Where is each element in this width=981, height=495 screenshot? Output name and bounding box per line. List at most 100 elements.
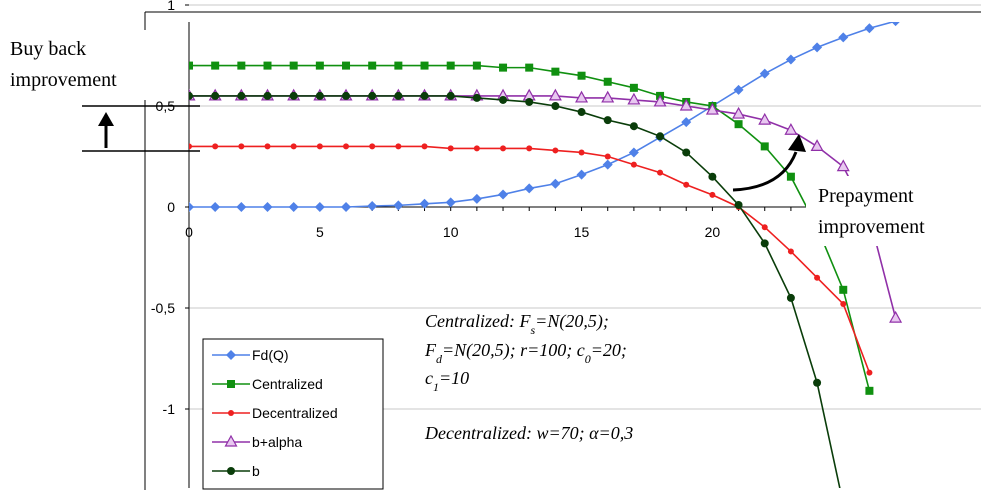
data-point [838,32,849,43]
data-point [760,239,769,248]
data-point [889,310,903,323]
data-point [368,91,377,100]
data-point [733,84,744,95]
data-point [211,61,220,70]
data-point [682,148,691,157]
data-point [263,61,272,70]
data-point [262,202,273,212]
data-point [212,143,219,150]
note-line-2: Fd=N(20,5); r=100; c0=20; [424,340,627,366]
data-point [758,112,772,125]
data-point [761,224,768,231]
note-line-4: Decentralized: w=70; α=0,3 [424,423,633,443]
data-point [577,108,586,117]
prepayment-label-bg [806,176,981,246]
y-tick-label: 1 [167,0,175,13]
data-point [189,91,193,100]
data-point [189,143,192,150]
x-tick-label: 15 [574,224,590,240]
data-point [785,54,796,65]
data-point [238,143,245,150]
data-point [866,369,873,376]
x-tick-label: 0 [185,224,193,240]
data-point [601,90,615,103]
legend-item-centralized: Centralized [212,376,323,392]
data-point [708,172,717,181]
data-point [500,145,507,152]
data-point [289,91,298,100]
data-point [656,132,665,141]
legend-item-fd-q-: Fd(Q) [212,347,289,363]
data-point [759,68,770,79]
data-point [810,139,824,151]
legend-swatch-marker [227,467,235,475]
data-point [550,178,561,189]
data-point [865,386,874,395]
legend-item-b-alpha: b+alpha [212,434,302,450]
data-point [189,202,194,212]
data-point [471,193,482,204]
prepayment-label-line2: improvement [818,216,925,238]
data-point [630,161,637,168]
parameter-note: Centralized: Fs=N(20,5); Fd=N(20,5); r=1… [424,311,633,443]
data-point [578,149,585,156]
data-point [445,197,456,208]
legend-label: b [252,463,260,479]
data-point [629,122,638,131]
buyback-label-bg [0,30,182,100]
data-point [576,169,587,180]
buyback-label-line2: improvement [10,69,117,91]
y-tick-label: 0 [167,199,175,215]
x-tick-label: 10 [443,224,459,240]
x-tick-label: 5 [316,224,324,240]
data-point [288,202,299,212]
data-point [394,91,403,100]
data-point [653,94,667,107]
data-point [290,143,297,150]
x-tick-labels: 0 5 10 15 20 [185,207,975,240]
data-point [629,83,638,92]
data-point [499,95,508,104]
data-point [627,92,641,105]
data-point [211,91,220,100]
y-tick-label: -0,5 [151,300,175,316]
legend-swatch-marker [227,380,235,388]
data-point [760,142,769,151]
legend-label: Decentralized [252,405,338,421]
data-point [525,63,534,72]
data-point [602,159,613,170]
data-point [734,200,743,209]
data-point [368,61,377,70]
data-point [314,202,325,212]
buyback-annotation: Buy back improvement [0,30,200,152]
buyback-label-line1: Buy back [10,38,86,60]
note-line-3: c1=10 [425,368,469,394]
prepayment-arrow-curve [732,151,798,192]
data-point [683,181,690,188]
data-point [836,159,850,172]
legend-item-decentralized: Decentralized [212,405,338,421]
data-point [812,42,823,53]
data-point [657,169,664,176]
data-point [575,90,589,103]
data-point [420,91,429,100]
data-point [237,91,246,100]
legend-label: Fd(Q) [252,347,289,363]
data-point [446,61,455,70]
data-point [316,143,323,150]
series-b [189,91,841,488]
data-point [421,143,428,150]
legend: Fd(Q) Centralized Decentralized b+alpha b [202,338,384,490]
legend-swatch-marker [228,410,234,416]
data-point [709,191,716,198]
data-point [341,202,352,212]
data-point [734,120,743,129]
data-point [839,285,848,294]
data-point [681,117,692,128]
data-point [548,88,562,101]
y-tick-labels: 10,50-0,5-1-1,5 [151,0,189,417]
legend-label: b+alpha [252,434,302,450]
data-point [289,61,298,70]
y-tick-label: -1 [163,401,176,417]
